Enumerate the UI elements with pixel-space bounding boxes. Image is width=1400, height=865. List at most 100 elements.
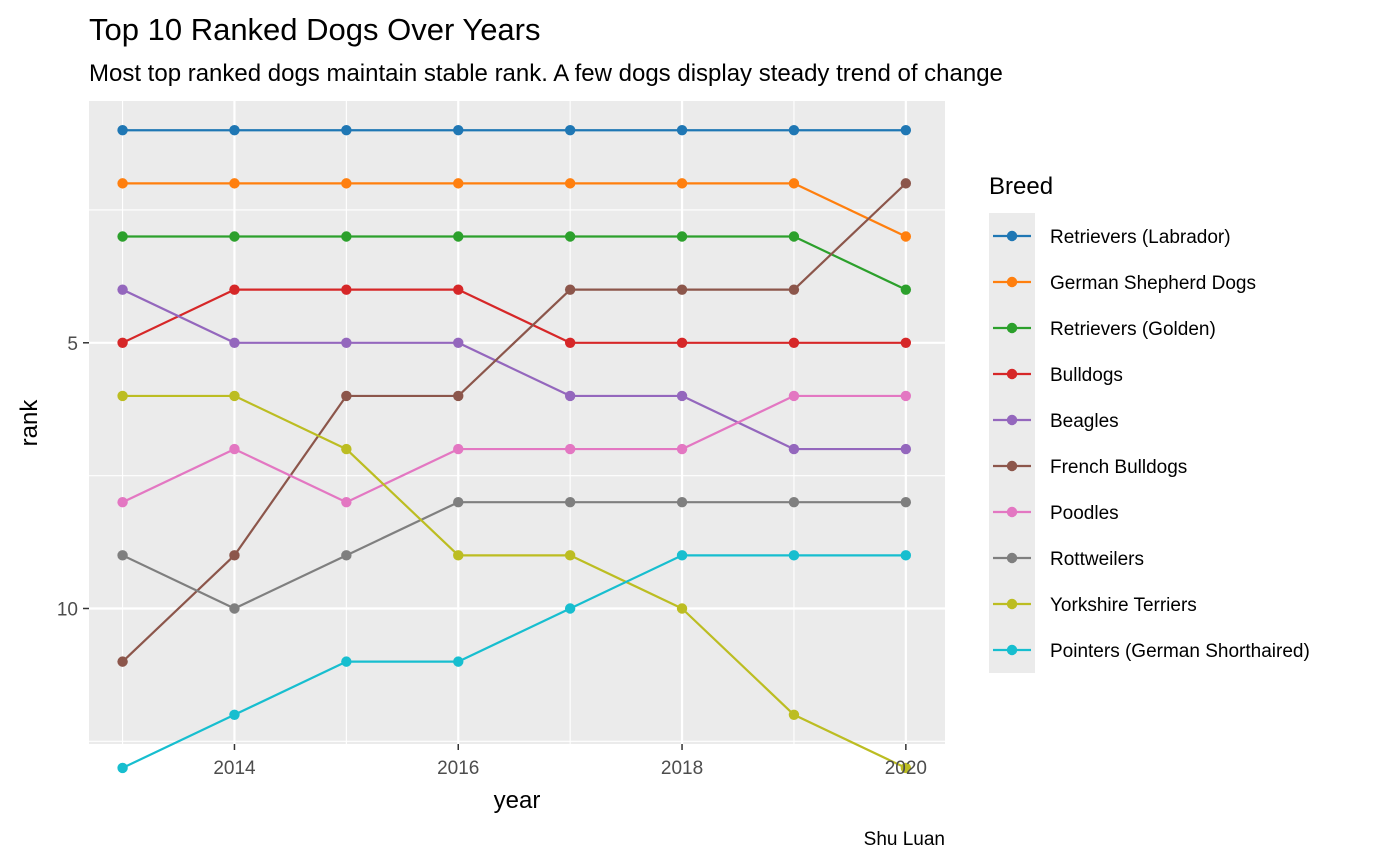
data-point: [676, 550, 688, 561]
data-point: [564, 497, 576, 508]
series-line-3: [122, 288, 906, 344]
data-point: [676, 443, 688, 455]
data-point: [564, 443, 576, 455]
data-point: [229, 443, 240, 455]
series-line-5: [121, 182, 907, 663]
data-point: [676, 497, 688, 508]
series-line-1: [122, 182, 907, 238]
legend-entry-label: German Shepherd Dogs: [1050, 273, 1256, 294]
data-point: [117, 231, 128, 242]
series-line-8: [122, 394, 907, 769]
series-line-6: [122, 394, 906, 504]
data-point: [900, 284, 912, 295]
data-point: [676, 390, 688, 402]
data-point: [453, 443, 464, 455]
legend-key-point: [1006, 598, 1018, 610]
x-tick-label: 2020: [885, 758, 927, 779]
data-point: [453, 497, 464, 508]
data-point: [788, 337, 800, 348]
legend-entry-label: Bulldogs: [1050, 365, 1123, 386]
data-point: [900, 178, 912, 189]
data-point: [117, 125, 128, 136]
data-point: [453, 178, 464, 189]
series-line-7: [122, 501, 906, 610]
y-tick-label: 5: [67, 334, 78, 355]
series-points: [117, 125, 912, 774]
data-point: [229, 284, 240, 295]
data-point: [788, 550, 800, 561]
legend-key-point: [1006, 414, 1018, 426]
data-point: [900, 497, 912, 508]
data-point: [229, 550, 240, 561]
legend-title: Breed: [989, 173, 1053, 200]
data-point: [453, 125, 464, 136]
data-point: [564, 231, 576, 242]
data-point: [900, 231, 912, 242]
data-point: [117, 337, 128, 348]
data-point: [564, 284, 576, 295]
data-point: [453, 284, 464, 295]
legend-key-background: [989, 213, 1035, 673]
data-point: [341, 443, 352, 455]
data-point: [117, 762, 128, 774]
x-tick-label: 2014: [213, 758, 256, 779]
data-point: [229, 709, 240, 720]
data-point: [229, 337, 240, 348]
data-point: [229, 125, 240, 136]
data-point: [341, 390, 352, 402]
y-tick-label: 10: [57, 599, 78, 620]
data-point: [453, 337, 464, 348]
grid-lines: [89, 101, 945, 744]
legend-entry-label: Retrievers (Golden): [1050, 319, 1216, 340]
data-point: [900, 337, 912, 348]
data-point: [564, 390, 576, 402]
legend-key-point: [1006, 368, 1018, 380]
data-point: [229, 603, 240, 614]
legend-key-point: [1006, 552, 1018, 564]
data-point: [117, 550, 128, 561]
data-point: [788, 178, 800, 189]
chart-subtitle: Most top ranked dogs maintain stable ran…: [89, 60, 1003, 87]
data-point: [788, 390, 800, 402]
data-point: [676, 337, 688, 348]
data-point: [676, 231, 688, 242]
data-point: [117, 656, 128, 667]
data-point: [788, 443, 800, 455]
data-point: [564, 603, 576, 614]
data-point: [341, 231, 352, 242]
legend-entry-label: French Bulldogs: [1050, 457, 1187, 478]
data-point: [564, 125, 576, 136]
legend-entry-label: Retrievers (Labrador): [1050, 227, 1231, 248]
data-point: [341, 656, 352, 667]
data-point: [341, 178, 352, 189]
data-point: [676, 284, 688, 295]
data-point: [341, 337, 352, 348]
data-point: [788, 231, 800, 242]
data-point: [453, 550, 464, 561]
series-lines: [121, 129, 907, 769]
data-point: [117, 497, 128, 508]
series-line-9: [122, 554, 906, 769]
series-line-2: [122, 235, 907, 291]
data-point: [341, 125, 352, 136]
legend-entry-label: Rottweilers: [1050, 549, 1144, 570]
data-point: [564, 178, 576, 189]
data-point: [229, 390, 240, 402]
data-point: [900, 550, 912, 561]
data-point: [117, 390, 128, 402]
legend-key-point: [1006, 644, 1018, 656]
legend-key-point: [1006, 230, 1018, 242]
data-point: [453, 390, 464, 402]
data-point: [788, 709, 800, 720]
data-point: [900, 762, 912, 774]
data-point: [900, 443, 912, 455]
data-point: [341, 497, 352, 508]
legend-key-point: [1006, 460, 1018, 472]
chart-title: Top 10 Ranked Dogs Over Years: [89, 12, 541, 47]
data-point: [564, 337, 576, 348]
legend-key-point: [1006, 276, 1018, 288]
data-point: [676, 125, 688, 136]
legend-entry-label: Beagles: [1050, 411, 1119, 432]
legend-entry-label: Poodles: [1050, 503, 1119, 524]
